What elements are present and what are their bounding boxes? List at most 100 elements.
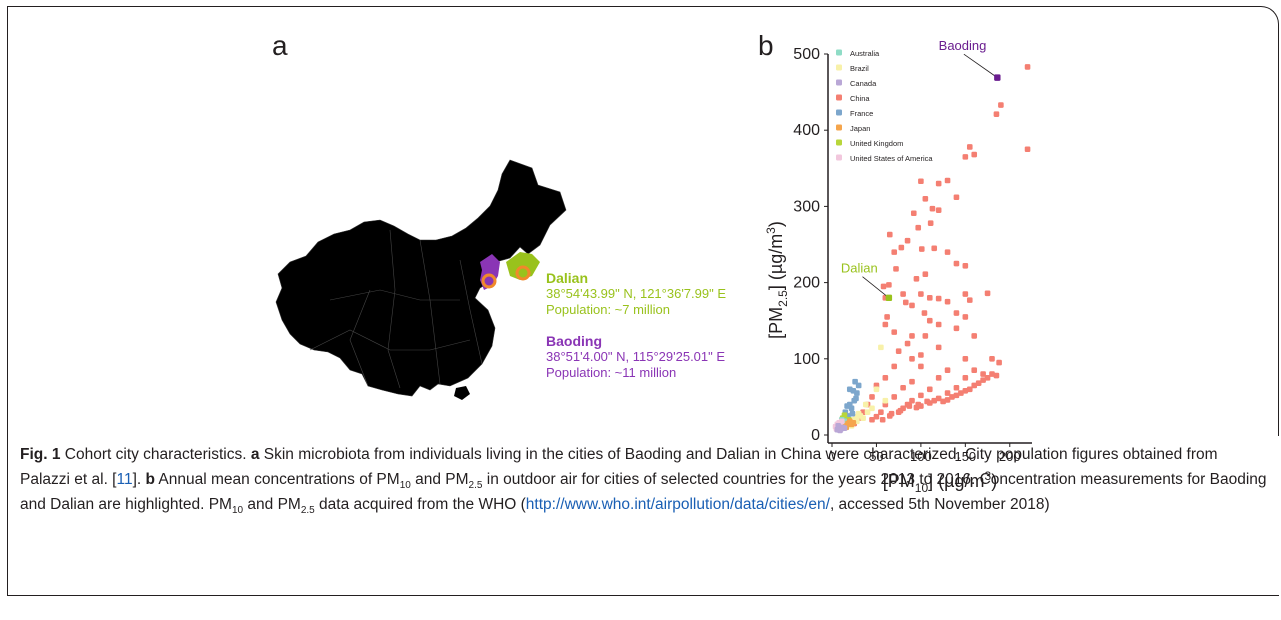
data-point (935, 207, 942, 214)
y-tick-label: 200 (793, 275, 820, 292)
x-tick-label: 50 (869, 449, 883, 464)
baoding-coords: 38°51'4.00" N, 115°29'25.01" E (546, 349, 726, 364)
data-point (900, 291, 906, 297)
data-point (944, 397, 951, 403)
data-point (931, 397, 938, 404)
data-point (873, 386, 880, 393)
data-point (922, 271, 929, 278)
legend-label: France (850, 109, 873, 118)
data-point (891, 394, 898, 400)
data-point (962, 154, 969, 160)
x-axis-title: [PM10] (µg/m3) (883, 469, 997, 495)
data-point (935, 344, 942, 351)
data-point (909, 378, 915, 385)
data-point (931, 245, 938, 252)
caption-text: Cohort city characteristics. (60, 446, 251, 463)
data-point (996, 359, 1002, 366)
data-point (878, 409, 884, 415)
legend-swatch (836, 64, 842, 71)
legend-label: United States of America (850, 154, 933, 163)
data-point (944, 249, 951, 255)
highlight-pointer (862, 276, 890, 299)
data-point (998, 102, 1004, 108)
caption-panel-a: a (250, 446, 260, 463)
legend-swatch (836, 109, 842, 116)
pm-scatter-chart: Australia Brazil Canada China France Japan Uni… (764, 40, 1032, 495)
baoding-info: Baoding 38°51'4.00" N, 115°29'25.01" E P… (546, 333, 725, 381)
data-point (924, 398, 930, 405)
y-tick-label: 0 (811, 427, 820, 444)
legend-swatch (836, 49, 842, 56)
caption-text: ]. (132, 471, 146, 488)
data-point (882, 321, 889, 328)
data-point (909, 397, 915, 404)
x-tick-label: 0 (828, 449, 835, 464)
x-tick-label: 100 (910, 449, 932, 464)
data-point (835, 423, 842, 429)
data-point (989, 356, 995, 362)
caption-sub: 10 (231, 505, 244, 517)
highlight-label: Baoding (939, 40, 987, 53)
legend-swatch (836, 94, 842, 101)
data-point (849, 410, 856, 417)
data-point (922, 333, 929, 339)
data-point (944, 298, 951, 305)
chart-axes: 0 50 100 150 200 0 100 200 300 400 500 (793, 46, 1032, 464)
x-tick-label: 200 (999, 449, 1021, 464)
data-point (966, 386, 973, 393)
data-point (953, 392, 960, 399)
figure-frame (7, 6, 1279, 436)
data-point (909, 356, 915, 362)
data-point (880, 283, 887, 290)
data-point (975, 380, 982, 386)
data-point (838, 418, 845, 425)
data-point (949, 394, 955, 400)
data-point (915, 224, 922, 231)
data-point (993, 372, 1000, 379)
caption-text: and PM (243, 496, 301, 513)
data-point (898, 244, 905, 251)
legend-label: China (850, 94, 870, 103)
x-tick-label: 150 (954, 449, 976, 464)
y-tick-label: 400 (793, 122, 820, 139)
caption-fig-label: Fig. 1 (20, 446, 61, 463)
data-point (900, 384, 906, 391)
data-point (906, 403, 913, 409)
data-point (944, 390, 951, 396)
caption-sub: 2.5 (300, 505, 315, 517)
data-point (971, 367, 978, 374)
data-point (966, 297, 973, 303)
caption-text: Skin microbiota from individuals living … (20, 446, 1218, 488)
data-point (971, 382, 978, 389)
reference-link[interactable]: 11 (116, 471, 133, 488)
data-point (884, 314, 890, 320)
china-map (275, 159, 567, 400)
dalian-name: Dalian (546, 270, 589, 286)
highlight-point (994, 74, 1001, 81)
highlight-pointer (963, 53, 998, 78)
chart-legend: Australia Brazil Canada China France Japan Uni… (836, 49, 933, 163)
data-point (844, 403, 850, 409)
highlight-label: Dalian (841, 261, 878, 276)
data-point (846, 386, 853, 393)
data-point (897, 407, 904, 414)
data-point (909, 302, 915, 309)
data-point (882, 375, 889, 381)
dalian-coords: 38°54'43.99" N, 121°36'7.99" E (546, 286, 727, 301)
data-point (962, 291, 969, 297)
data-point (910, 210, 917, 217)
data-point (891, 363, 898, 370)
panel-a-label: a (272, 30, 288, 61)
caption-text: data acquired from the WHO ( (314, 496, 526, 513)
hainan-island (454, 386, 470, 400)
data-point (869, 394, 875, 400)
data-point (1024, 64, 1031, 70)
data-point (989, 371, 995, 377)
data-point (841, 425, 848, 431)
who-data-link[interactable]: http://www.who.int/airpollution/data/cit… (525, 496, 830, 513)
data-point (891, 249, 898, 255)
data-point (918, 246, 925, 252)
data-point (902, 299, 909, 306)
scatter-points (832, 64, 1031, 434)
data-point (921, 310, 928, 316)
